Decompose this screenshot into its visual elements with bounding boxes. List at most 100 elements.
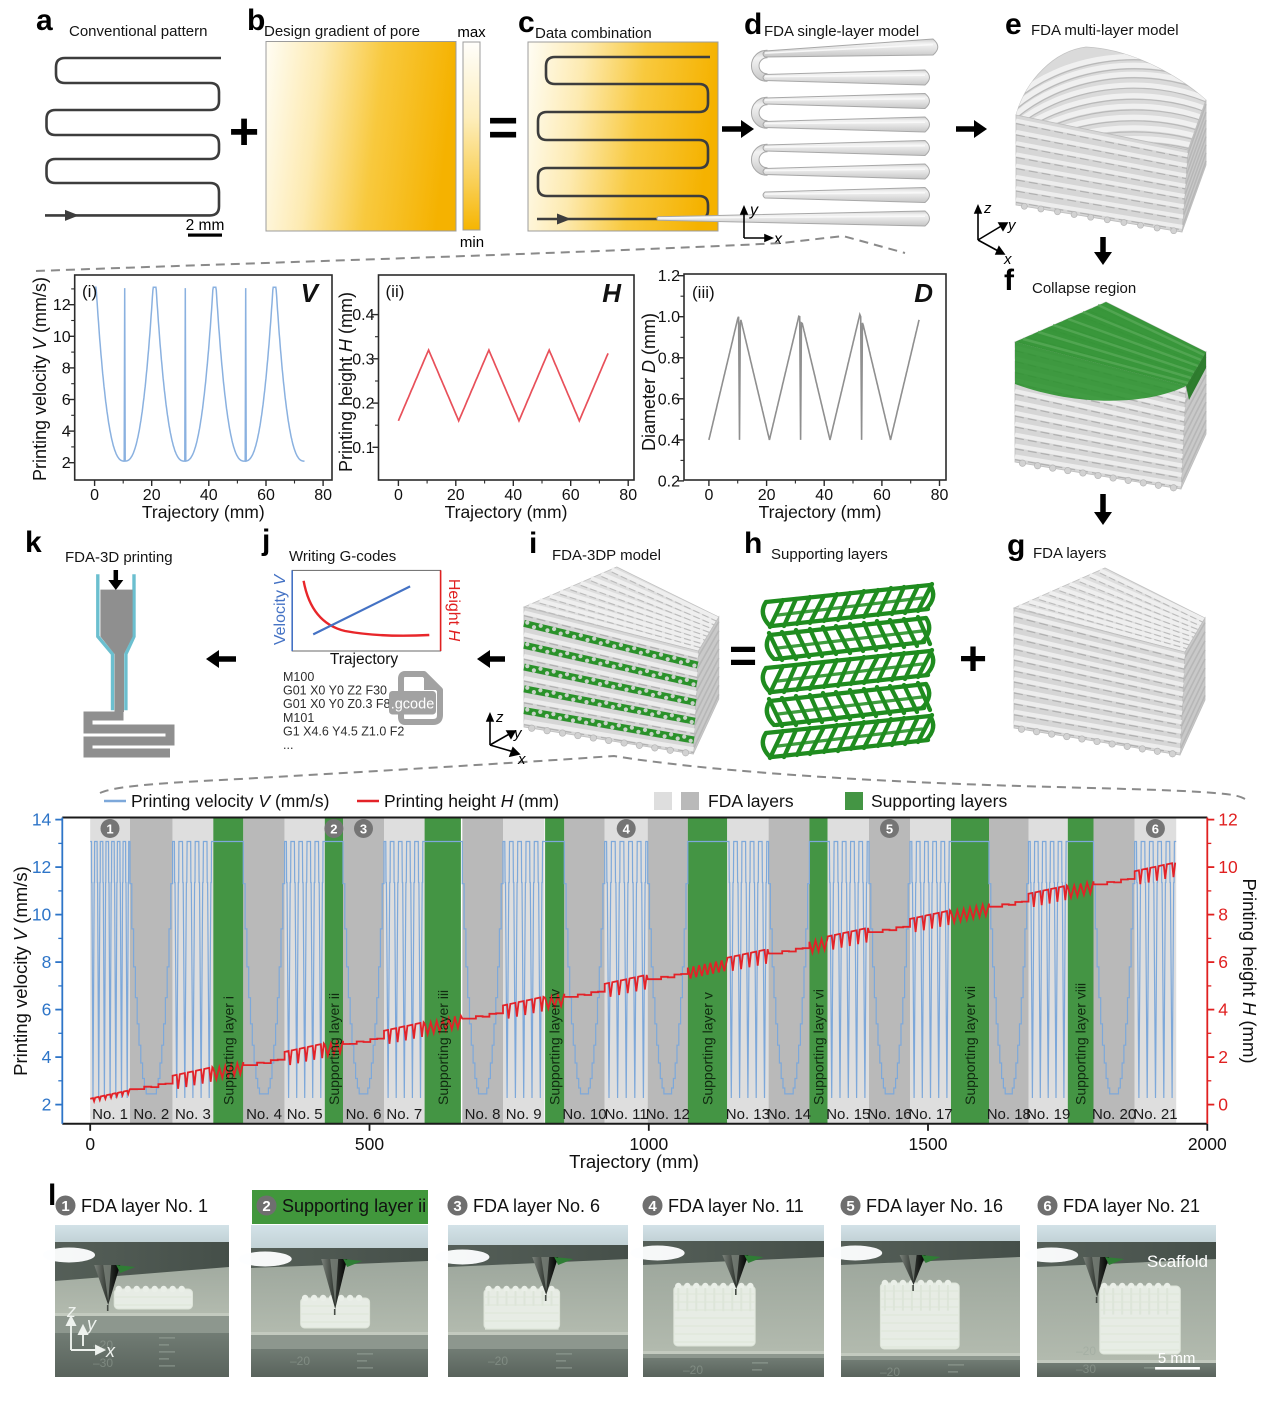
svg-text:2: 2 <box>42 1095 52 1115</box>
svg-text:z: z <box>66 1301 76 1321</box>
svg-text:0: 0 <box>394 487 403 504</box>
svg-text:Height H: Height H <box>445 579 462 642</box>
svg-text:Scaffold: Scaffold <box>1147 1252 1208 1271</box>
svg-text:y: y <box>513 725 523 742</box>
svg-text:4: 4 <box>1218 1000 1228 1020</box>
svg-text:0: 0 <box>1218 1095 1228 1115</box>
svg-text:x: x <box>517 751 526 768</box>
svg-text:V: V <box>301 278 321 308</box>
svg-text:20: 20 <box>447 487 465 504</box>
svg-text:1: 1 <box>61 1198 69 1215</box>
svg-text:Supporting layers: Supporting layers <box>871 791 1007 811</box>
svg-text:M101: M101 <box>283 711 314 725</box>
svg-text:No. 2: No. 2 <box>133 1106 169 1123</box>
svg-text:No. 8: No. 8 <box>465 1106 501 1123</box>
svg-text:Printing velocity V (mm/s): Printing velocity V (mm/s) <box>131 791 329 811</box>
svg-text:No. 21: No. 21 <box>1133 1106 1177 1123</box>
svg-text:x: x <box>773 231 783 248</box>
svg-text:No. 20: No. 20 <box>1092 1106 1136 1123</box>
svg-text:Trajectory (mm): Trajectory (mm) <box>759 502 882 522</box>
svg-text:60: 60 <box>562 487 580 504</box>
svg-text:2: 2 <box>62 455 71 472</box>
svg-text:2 mm: 2 mm <box>186 217 225 234</box>
svg-text:0.4: 0.4 <box>352 307 374 324</box>
svg-text:6: 6 <box>62 392 71 409</box>
svg-text:Printing height H (mm): Printing height H (mm) <box>384 791 559 811</box>
svg-text:5: 5 <box>886 822 893 837</box>
svg-text:60: 60 <box>257 487 275 504</box>
svg-text:No. 17: No. 17 <box>908 1106 952 1123</box>
svg-text:No. 19: No. 19 <box>1026 1106 1070 1123</box>
svg-text:FDA layer No. 21: FDA layer No. 21 <box>1063 1196 1200 1216</box>
svg-text:–20: –20 <box>488 1354 508 1368</box>
svg-text:1.2: 1.2 <box>658 268 680 285</box>
svg-text:No. 4: No. 4 <box>246 1106 282 1123</box>
svg-text:=: = <box>488 99 518 157</box>
svg-text:4: 4 <box>62 424 71 441</box>
svg-text:No. 12: No. 12 <box>646 1106 690 1123</box>
svg-text:–20: –20 <box>1076 1344 1096 1358</box>
svg-text:–20: –20 <box>880 1365 900 1379</box>
svg-text:1.0: 1.0 <box>658 309 680 326</box>
svg-text:6: 6 <box>1152 822 1159 837</box>
svg-text:+: + <box>959 633 987 686</box>
svg-text:Trajectory: Trajectory <box>330 651 399 668</box>
svg-text:20: 20 <box>758 487 776 504</box>
svg-text:8: 8 <box>1218 905 1228 925</box>
svg-text:.gcode: .gcode <box>391 697 435 713</box>
svg-text:10: 10 <box>1218 857 1238 877</box>
svg-text:40: 40 <box>815 487 833 504</box>
svg-text:y: y <box>749 202 759 219</box>
svg-text:–20: –20 <box>683 1363 703 1377</box>
svg-text:Diameter D (mm): Diameter D (mm) <box>639 313 659 451</box>
svg-text:FDA layers: FDA layers <box>708 791 794 811</box>
svg-text:8: 8 <box>62 360 71 377</box>
svg-text:M100: M100 <box>283 670 314 684</box>
svg-text:0.2: 0.2 <box>658 473 680 490</box>
svg-text:2: 2 <box>262 1198 270 1215</box>
svg-text:4: 4 <box>648 1198 657 1215</box>
svg-text:FDA layer No. 6: FDA layer No. 6 <box>473 1196 600 1216</box>
svg-text:Printing height H (mm): Printing height H (mm) <box>1239 878 1260 1063</box>
svg-text:Supporting layer iv: Supporting layer iv <box>547 989 563 1105</box>
svg-text:Printing velocity V (mm/s): Printing velocity V (mm/s) <box>30 277 50 481</box>
svg-text:1: 1 <box>106 822 113 837</box>
svg-text:2000: 2000 <box>1188 1134 1227 1154</box>
svg-text:No. 9: No. 9 <box>506 1106 542 1123</box>
svg-text:No. 18: No. 18 <box>987 1106 1031 1123</box>
svg-text:0.4: 0.4 <box>658 432 680 449</box>
svg-text:6: 6 <box>1043 1198 1051 1215</box>
svg-text:Supporting layer ii: Supporting layer ii <box>282 1196 426 1216</box>
svg-text:No. 3: No. 3 <box>175 1106 211 1123</box>
svg-text:Trajectory (mm): Trajectory (mm) <box>569 1151 699 1172</box>
svg-text:D: D <box>914 278 933 308</box>
svg-text:40: 40 <box>200 487 218 504</box>
svg-text:20: 20 <box>143 487 161 504</box>
svg-text:No. 15: No. 15 <box>826 1106 870 1123</box>
svg-text:80: 80 <box>931 487 949 504</box>
svg-text:Printing velocity V (mm/s): Printing velocity V (mm/s) <box>10 866 31 1076</box>
svg-text:G01 X0 Y0 Z0.3 F8: G01 X0 Y0 Z0.3 F8 <box>283 697 391 711</box>
svg-text:FDA layer No. 1: FDA layer No. 1 <box>81 1196 208 1216</box>
svg-text:80: 80 <box>619 487 637 504</box>
svg-text:2: 2 <box>1218 1047 1228 1067</box>
svg-text:x: x <box>105 1341 116 1361</box>
svg-text:max: max <box>457 24 486 41</box>
svg-text:0.3: 0.3 <box>352 351 374 368</box>
svg-text:No. 16: No. 16 <box>867 1106 911 1123</box>
svg-text:0: 0 <box>90 487 99 504</box>
svg-text:0.1: 0.1 <box>352 440 374 457</box>
svg-text:No. 13: No. 13 <box>726 1106 770 1123</box>
svg-text:10: 10 <box>53 329 71 346</box>
svg-text:Supporting layer vi: Supporting layer vi <box>811 989 827 1105</box>
svg-text:0.8: 0.8 <box>658 350 680 367</box>
svg-text:...: ... <box>283 738 293 752</box>
svg-text:H: H <box>602 278 622 308</box>
svg-text:x: x <box>1003 251 1012 268</box>
svg-text:No. 1: No. 1 <box>92 1106 128 1123</box>
svg-text:No. 14: No. 14 <box>767 1106 811 1123</box>
svg-text:(i): (i) <box>82 282 97 301</box>
svg-text:Printing height H (mm): Printing height H (mm) <box>336 292 356 472</box>
svg-text:–30: –30 <box>1076 1362 1096 1376</box>
svg-text:No. 11: No. 11 <box>605 1106 648 1123</box>
